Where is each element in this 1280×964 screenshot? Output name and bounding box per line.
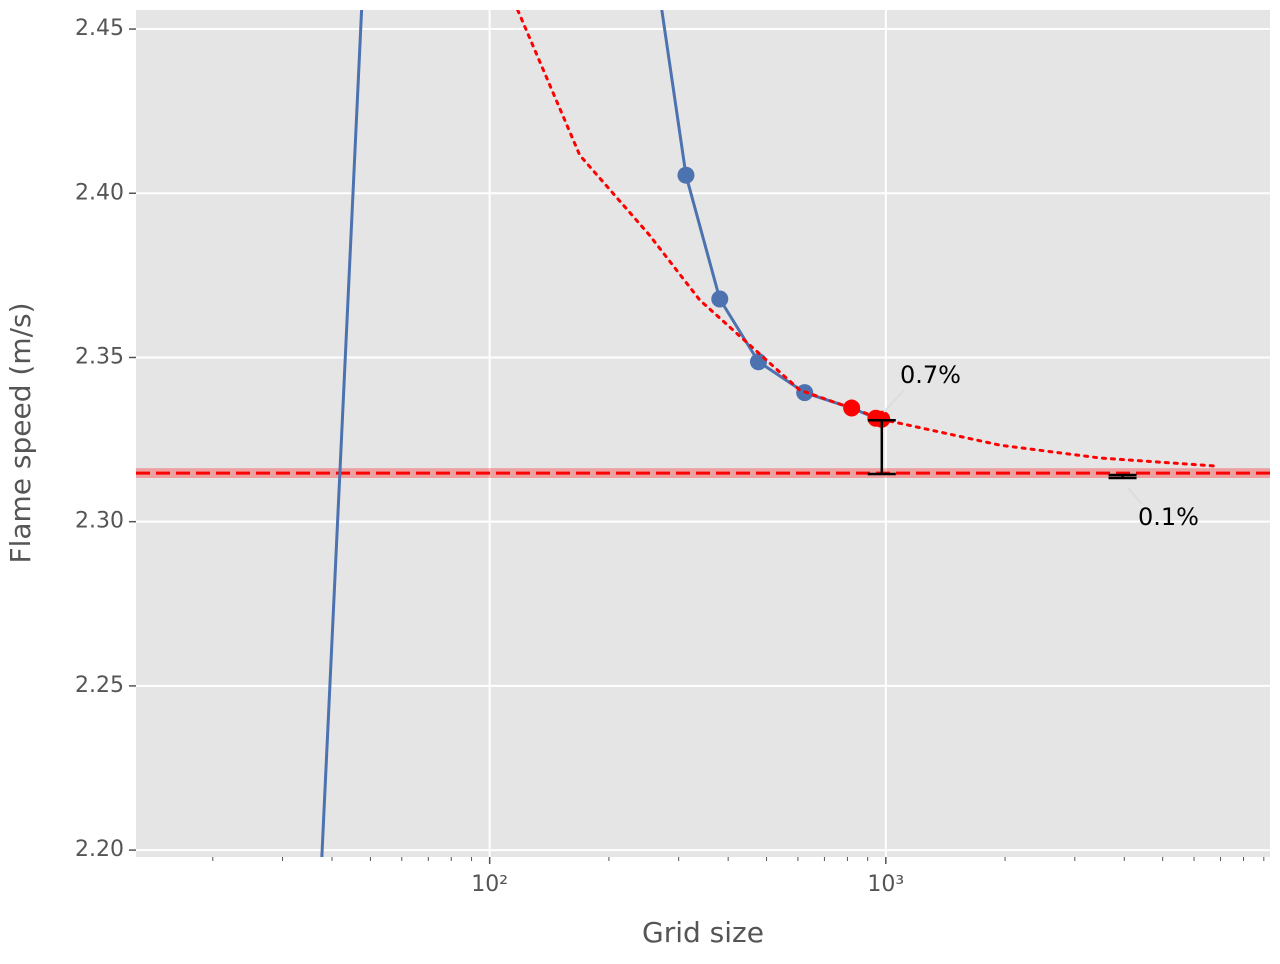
y-tick-label: 2.35 <box>75 344 124 369</box>
y-tick-label: 2.45 <box>75 16 124 41</box>
grid <box>136 10 1270 857</box>
x-axis-label: Grid size <box>642 916 764 949</box>
y-tick-label: 2.30 <box>75 509 124 534</box>
data-point <box>677 166 695 184</box>
plot-area <box>136 10 1270 857</box>
annotation-arrow <box>1127 487 1143 505</box>
y-tick-label: 2.20 <box>75 837 124 862</box>
axes: 2.20 2.25 2.30 2.35 2.40 2.45 10² 10³ <box>75 16 1265 897</box>
x-tick-label: 10² <box>471 872 508 897</box>
data-point <box>843 399 861 417</box>
annotation-arrow <box>883 389 905 413</box>
annotation: 0.1% <box>1138 503 1199 531</box>
y-tick-label: 2.40 <box>75 180 124 205</box>
fit-curve <box>516 10 1220 468</box>
x-tick-label: 10³ <box>867 872 904 897</box>
y-axis-label: Flame speed (m/s) <box>4 302 37 563</box>
plot-background <box>136 10 1270 857</box>
y-tick-label: 2.25 <box>75 673 124 698</box>
data-point <box>749 353 767 371</box>
annotation: 0.7% <box>900 361 961 389</box>
data-point <box>711 290 729 308</box>
